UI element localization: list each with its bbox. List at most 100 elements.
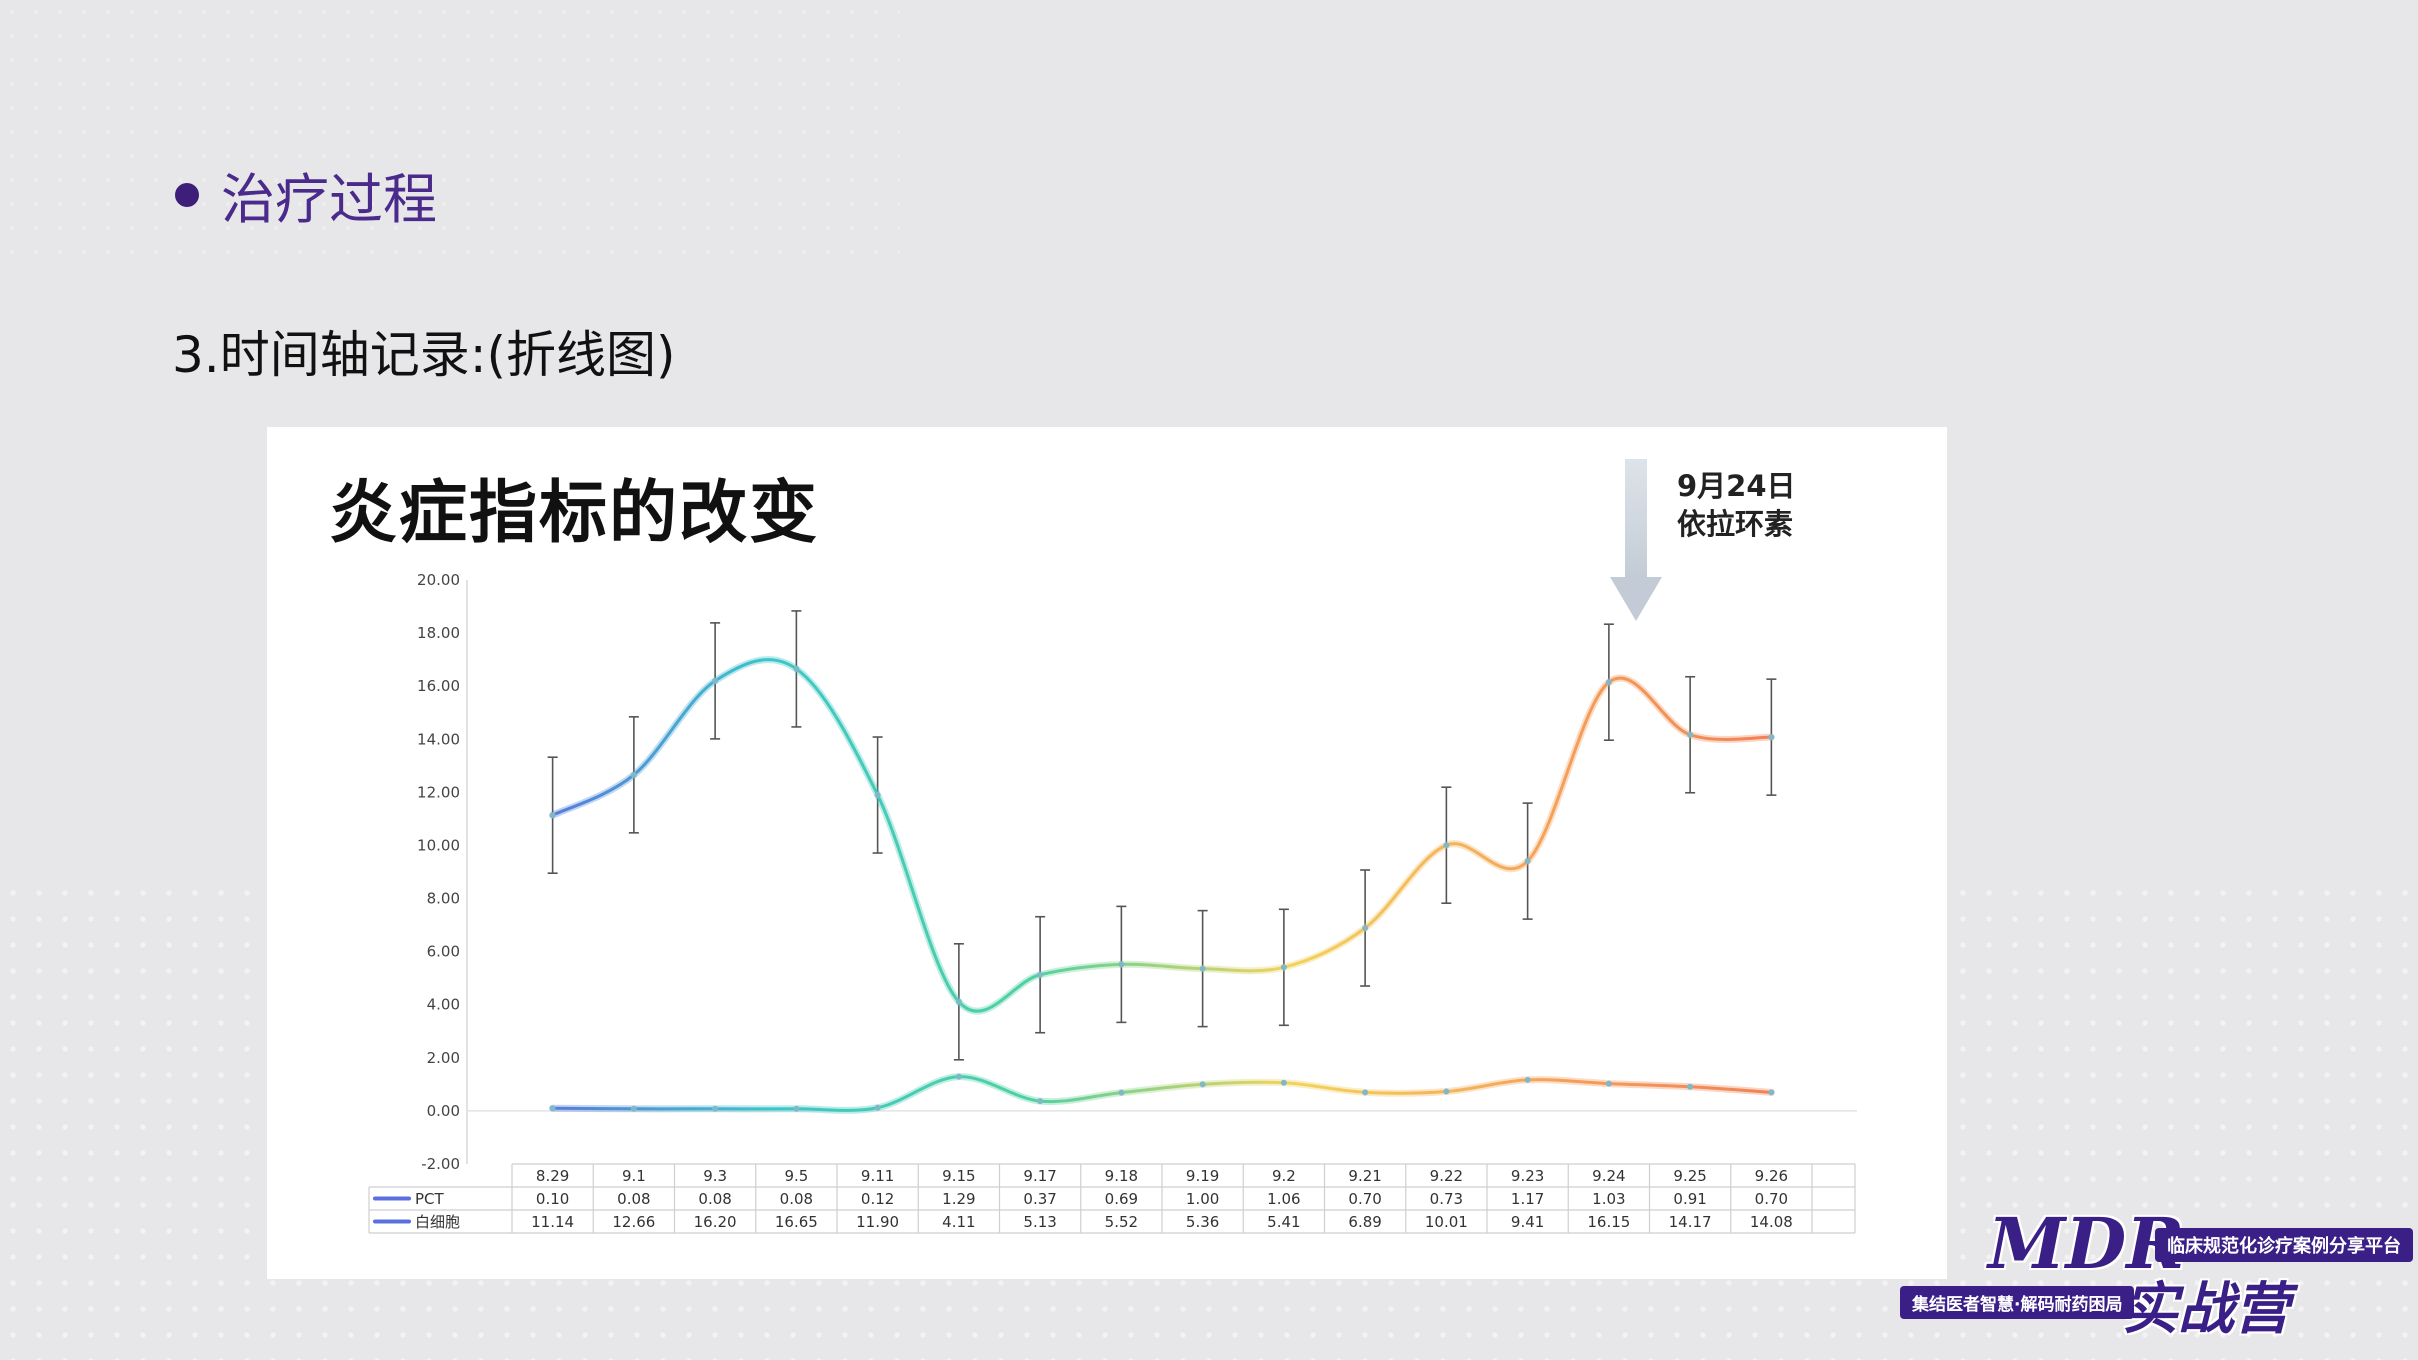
data-table-value: 16.65 <box>775 1213 818 1231</box>
x-tick-label: 9.25 <box>1673 1167 1706 1185</box>
annotation-date: 9月24日 <box>1677 469 1796 503</box>
brand-logo: MDR 临床规范化诊疗案例分享平台 实战营 集结医者智慧·解码耐药困局 <box>1900 1200 2413 1342</box>
data-point <box>1037 1098 1044 1105</box>
x-tick-label: 8.29 <box>536 1167 569 1185</box>
data-point <box>1362 1089 1369 1096</box>
brand-mdr: MDR <box>1988 1202 2185 1285</box>
data-table-value: 0.12 <box>861 1190 894 1208</box>
y-tick-label: 0.00 <box>427 1102 460 1120</box>
data-point <box>1280 1079 1287 1086</box>
x-tick-label: 9.15 <box>942 1167 975 1185</box>
data-point <box>549 812 556 819</box>
y-tick-label: 20.00 <box>417 571 460 589</box>
data-point <box>1768 734 1775 741</box>
data-table-value: 4.11 <box>942 1213 975 1231</box>
data-point <box>1443 842 1450 849</box>
data-point <box>712 1105 719 1112</box>
x-tick-label: 9.24 <box>1592 1167 1625 1185</box>
x-tick-label: 9.26 <box>1755 1167 1788 1185</box>
data-table-value: 1.06 <box>1267 1190 1300 1208</box>
y-tick-label: 12.00 <box>417 783 460 801</box>
y-tick-label: -2.00 <box>421 1155 460 1173</box>
data-table-value: 9.41 <box>1511 1213 1544 1231</box>
data-table-value: 0.70 <box>1755 1190 1788 1208</box>
data-point <box>1768 1089 1775 1096</box>
data-table-value: 0.37 <box>1023 1190 1056 1208</box>
series-line-0 <box>551 1075 1773 1112</box>
data-point <box>1443 1088 1450 1095</box>
data-table-value: 0.08 <box>780 1190 813 1208</box>
data-point <box>1199 1081 1206 1088</box>
brand-camp: 实战营 <box>2122 1277 2290 1342</box>
data-table-value: 5.13 <box>1023 1213 1056 1231</box>
data-point <box>955 1073 962 1080</box>
brand-tag: 临床规范化诊疗案例分享平台 <box>2155 1228 2413 1262</box>
y-tick-label: 8.00 <box>427 890 460 908</box>
legend-label: PCT <box>415 1190 445 1208</box>
data-table-value: 0.08 <box>698 1190 731 1208</box>
data-point <box>1362 925 1369 932</box>
data-table-value: 10.01 <box>1425 1213 1468 1231</box>
chart-panel: 炎症指标的改变 9月24日 依拉环素 20.00 18.00 16.00 14.00 1… <box>267 427 1947 1279</box>
data-point <box>1687 1083 1694 1090</box>
series-line-1 <box>551 658 1773 1013</box>
data-point <box>1199 965 1206 972</box>
data-table-value: 16.20 <box>694 1213 737 1231</box>
data-table-value: 0.91 <box>1673 1190 1706 1208</box>
x-tick-label: 9.1 <box>622 1167 646 1185</box>
line-chart: 20.00 18.00 16.00 14.00 12.00 10.00 8.00 6.00 4.… <box>368 459 1857 1234</box>
data-point <box>1118 1089 1125 1096</box>
y-tick-label: 4.00 <box>427 996 460 1014</box>
x-tick-label: 9.17 <box>1023 1167 1056 1185</box>
x-tick-label: 9.18 <box>1105 1167 1138 1185</box>
x-tick-label: 9.2 <box>1272 1167 1296 1185</box>
x-tick-label: 9.5 <box>784 1167 808 1185</box>
data-table-value: 6.89 <box>1348 1213 1381 1231</box>
y-tick-label: 18.00 <box>417 624 460 642</box>
heading-text: 治疗过程 <box>221 168 437 231</box>
data-table-value: 5.36 <box>1186 1213 1219 1231</box>
brand-slogan: 集结医者智慧·解码耐药困局 <box>1900 1286 2135 1319</box>
data-point <box>1605 679 1612 686</box>
y-tick-label: 10.00 <box>417 836 460 854</box>
data-table-value: 12.66 <box>612 1213 655 1231</box>
y-tick-label: 6.00 <box>427 943 460 961</box>
y-tick-label: 14.00 <box>417 730 460 748</box>
data-table-value: 0.73 <box>1430 1190 1463 1208</box>
x-tick-label: 9.3 <box>703 1167 727 1185</box>
data-table-value: 16.15 <box>1587 1213 1630 1231</box>
x-tick-label: 9.23 <box>1511 1167 1544 1185</box>
data-point <box>955 998 962 1005</box>
data-point <box>793 665 800 672</box>
data-point <box>549 1105 556 1112</box>
annotation-drug: 依拉环素 <box>1677 507 1794 541</box>
data-point <box>630 1105 637 1112</box>
data-point <box>1037 971 1044 978</box>
data-point <box>712 677 719 684</box>
data-table-value: 0.10 <box>536 1190 569 1208</box>
bullet-icon <box>175 182 199 207</box>
data-table-value: 11.14 <box>531 1213 574 1231</box>
background-dots-top <box>0 0 900 260</box>
x-tick-label: 9.19 <box>1186 1167 1219 1185</box>
data-table-value: 0.70 <box>1348 1190 1381 1208</box>
data-point <box>874 792 881 799</box>
data-point <box>1524 1076 1531 1083</box>
annotation-note: 9月24日 依拉环素 <box>1677 467 1796 543</box>
data-table-value: 1.29 <box>942 1190 975 1208</box>
data-table-value: 1.17 <box>1511 1190 1544 1208</box>
data-point <box>1687 731 1694 738</box>
data-point <box>630 771 637 778</box>
data-point <box>1605 1080 1612 1087</box>
subheading: 3.时间轴记录:(折线图) <box>172 326 676 384</box>
x-tick-label: 9.21 <box>1348 1167 1381 1185</box>
chart-title: 炎症指标的改变 <box>329 474 820 553</box>
section-heading: 治疗过程 <box>175 155 437 234</box>
y-tick-label: 2.00 <box>427 1049 460 1067</box>
data-point <box>874 1104 881 1111</box>
x-tick-label: 9.22 <box>1430 1167 1463 1185</box>
arrow-down-icon <box>1610 459 1662 621</box>
data-table-value: 1.00 <box>1186 1190 1219 1208</box>
data-point <box>1118 961 1125 968</box>
data-table-value: 14.17 <box>1669 1213 1712 1231</box>
